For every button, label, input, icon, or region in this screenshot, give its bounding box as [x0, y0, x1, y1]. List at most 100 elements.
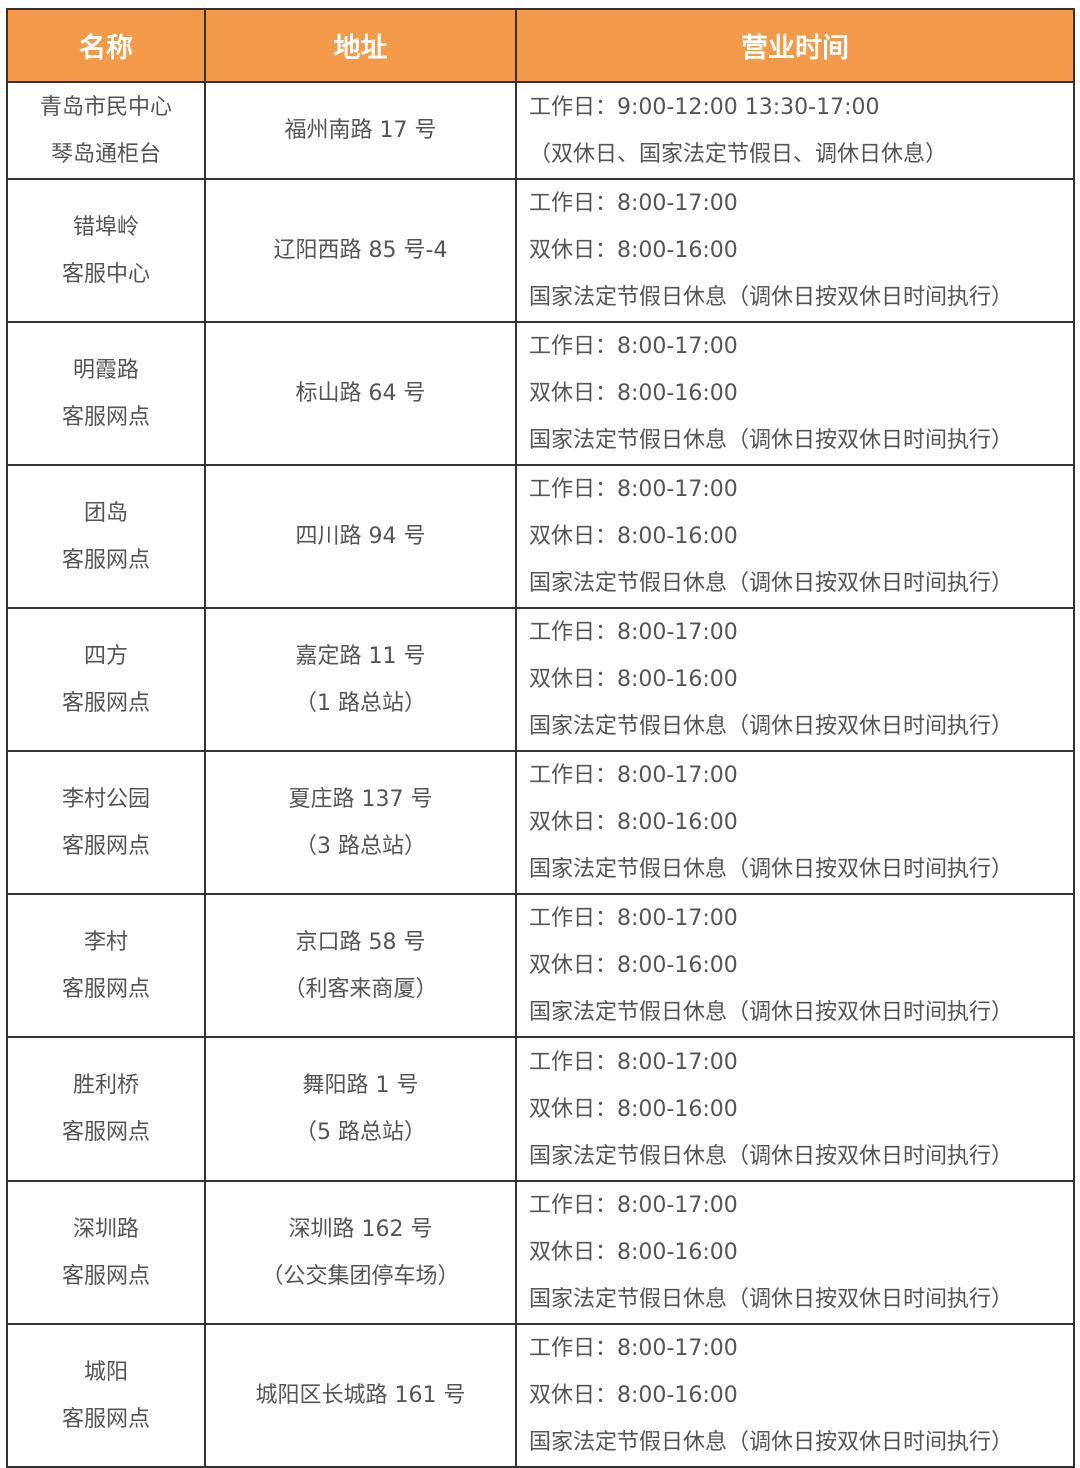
table-row: 李村公园 客服网点 夏庄路 137 号 （3 路总站） 工作日：8:00-17:00 双休…: [6, 750, 1075, 895]
name-line: 客服网点: [61, 690, 150, 716]
cell-hours: 工作日：8:00-17:00 双休日：8:00-16:00 国家法定节假日休息（调休…: [515, 607, 1075, 752]
name-line: 团岛: [83, 500, 128, 526]
cell-address: 嘉定路 11 号 （1 路总站）: [204, 607, 517, 752]
name-line: 四方: [83, 643, 128, 669]
cell-address: 城阳区长城路 161 号: [204, 1323, 517, 1468]
name-line: 客服网点: [61, 1120, 150, 1145]
name-line: 明霞路: [72, 357, 139, 383]
hours-line: 双休日：8:00-16:00: [529, 1383, 738, 1408]
name-line: 客服网点: [61, 547, 150, 573]
table-row: 胜利桥客服网点 舞阳路 1 号 （5 路总站） 工作日：8:00-17:00 双休日：8…: [6, 1036, 1075, 1182]
header-hours: 营业时间: [515, 8, 1075, 83]
address-line: 京口路 58 号: [295, 929, 426, 955]
address-line: 福州南路 17 号: [284, 118, 437, 143]
hours-line: 双休日：8:00-16:00: [529, 1240, 738, 1265]
cell-name: 深圳路 客服网点: [6, 1180, 206, 1325]
hours-line: 工作日：8:00-17:00: [529, 191, 738, 216]
address-line: 四川路 94 号: [295, 524, 426, 549]
hours-line: 国家法定节假日休息（调休日按双休日时间执行）: [529, 1287, 1014, 1312]
address-line: 深圳路 162 号: [288, 1216, 433, 1242]
address-line: 舞阳路 1 号: [302, 1073, 419, 1098]
cell-hours: 工作日：8:00-17:00 双休日：8:00-16:00 国家法定节假日休息（调休…: [515, 1180, 1075, 1325]
hours-line: 双休日：8:00-16:00: [529, 1096, 738, 1122]
name-line: 客服网点: [61, 404, 150, 430]
name-line: 客服网点: [61, 833, 150, 859]
hours-line: 工作日：9:00-12:00 13:30-17:00: [529, 94, 880, 120]
address-line: 标山路 64 号: [295, 381, 426, 406]
hours-line: 工作日：8:00-17:00: [529, 477, 738, 502]
cell-address: 标山路 64 号: [204, 321, 517, 466]
name-line: 客服网点: [61, 976, 150, 1002]
hours-line: 国家法定节假日休息（调休日按双休日时间执行）: [529, 1143, 1014, 1169]
hours-line: （双休日、国家法定节假日、调休日休息）: [529, 141, 948, 167]
table-body: 青岛市民中心 琴岛通柜台 福州南路 17 号 工作日：9:00-12:00 13:30…: [6, 81, 1075, 1468]
cell-hours: 工作日：9:00-12:00 13:30-17:00 （双休日、国家法定节假日、调…: [515, 81, 1075, 180]
hours-line: 工作日：8:00-17:00: [529, 1193, 738, 1218]
cell-name: 青岛市民中心 琴岛通柜台: [6, 81, 206, 180]
hours-line: 国家法定节假日休息（调休日按双休日时间执行）: [529, 857, 1014, 882]
cell-address: 四川路 94 号: [204, 464, 517, 609]
table-row: 团岛客服网点 四川路 94 号 工作日：8:00-17:00 双休日：8:00-16:…: [6, 464, 1075, 609]
cell-address: 深圳路 162 号 （公交集团停车场）: [204, 1180, 517, 1325]
cell-name: 李村公园 客服网点: [6, 750, 206, 895]
name-line: 胜利桥: [72, 1073, 139, 1098]
table-row: 城阳 客服网点 城阳区长城路 161 号 工作日：8:00-17:00 双休日：8:00…: [6, 1323, 1075, 1468]
hours-line: 双休日：8:00-16:00: [529, 524, 738, 549]
hours-line: 双休日：8:00-16:00: [529, 667, 738, 692]
name-line: 错埠岭: [72, 214, 139, 240]
name-line: 深圳路: [72, 1216, 139, 1242]
cell-hours: 工作日：8:00-17:00 双休日：8:00-16:00 国家法定节假日休息（调休…: [515, 893, 1075, 1038]
cell-name: 团岛 客服网点: [6, 464, 206, 609]
cell-hours: 工作日：8:00-17:00 双休日：8:00-16:00 国家法定节假日休息（调休…: [515, 750, 1075, 895]
hours-line: 工作日：8:00-17:00: [529, 906, 738, 931]
name-line: 李村: [83, 929, 128, 955]
hours-line: 双休日：8:00-16:00: [529, 953, 738, 978]
hours-line: 工作日：8:00-17:00: [529, 620, 738, 645]
header-name: 名称: [6, 8, 206, 83]
cell-hours: 工作日：8:00-17:00 双休日：8:00-16:00 国家法定节假日休息（调休…: [515, 178, 1075, 323]
address-line: （1 路总站）: [295, 690, 426, 716]
name-line: 客服中心: [61, 261, 150, 287]
cell-address: 福州南路 17 号: [204, 81, 517, 180]
cell-name: 城阳 客服网点: [6, 1323, 206, 1468]
table-row: 错埠岭客服中心 辽阳西路 85 号-4 工作日：8:00-17:00 双休日：8:00…: [6, 178, 1075, 323]
cell-address: 辽阳西路 85 号-4: [204, 178, 517, 323]
table-row: 明霞路客服网点 标山路 64 号 工作日：8:00-17:00 双休日：8:00-16…: [6, 321, 1075, 466]
cell-name: 四方 客服网点: [6, 607, 206, 752]
hours-line: 国家法定节假日休息（调休日按双休日时间执行）: [529, 571, 1014, 596]
hours-line: 双休日：8:00-16:00: [529, 381, 738, 406]
hours-line: 工作日：8:00-17:00: [529, 334, 738, 359]
cell-hours: 工作日：8:00-17:00 双休日：8:00-16:00 国家法定节假日休息（调休…: [515, 1323, 1075, 1468]
name-line: 李村公园: [61, 786, 150, 812]
hours-line: 国家法定节假日休息（调休日按双休日时间执行）: [529, 714, 1014, 739]
cell-hours: 工作日：8:00-17:00 双休日：8:00-16:00 国家法定节假日休息（调休…: [515, 321, 1075, 466]
table-row: 四方 客服网点 嘉定路 11 号 （1 路总站） 工作日：8:00-17:00 双休日：8…: [6, 607, 1075, 752]
hours-line: 工作日：8:00-17:00: [529, 1336, 738, 1361]
table-row: 李村客服网点 京口路 58 号 （利客来商厦） 工作日：8:00-17:00 双休日：8…: [6, 893, 1075, 1038]
hours-line: 国家法定节假日休息（调休日按双休日时间执行）: [529, 1430, 1014, 1455]
address-line: （利客来商厦）: [283, 976, 438, 1002]
hours-line: 国家法定节假日休息（调休日按双休日时间执行）: [529, 285, 1014, 310]
hours-line: 国家法定节假日休息（调休日按双休日时间执行）: [529, 1000, 1014, 1025]
cell-name: 错埠岭 客服中心: [6, 178, 206, 323]
cell-name: 胜利桥 客服网点: [6, 1036, 206, 1182]
cell-hours: 工作日：8:00-17:00 双休日：8:00-16:00 国家法定节假日休息（调休…: [515, 1036, 1075, 1182]
service-outlets-table: 名称 地址 营业时间 青岛市民中心 琴岛通柜台 福州南路 17 号 工作日：9:00-…: [6, 8, 1075, 1468]
address-line: 辽阳西路 85 号-4: [273, 238, 448, 263]
hours-line: 国家法定节假日休息（调休日按双休日时间执行）: [529, 428, 1014, 453]
cell-hours: 工作日：8:00-17:00 双休日：8:00-16:00 国家法定节假日休息（调休…: [515, 464, 1075, 609]
hours-line: 双休日：8:00-16:00: [529, 238, 738, 263]
name-line: 客服网点: [61, 1263, 150, 1289]
table-row: 青岛市民中心 琴岛通柜台 福州南路 17 号 工作日：9:00-12:00 13:30…: [6, 81, 1075, 180]
address-line: （5 路总站）: [295, 1120, 426, 1145]
hours-line: 双休日：8:00-16:00: [529, 810, 738, 835]
hours-line: 工作日：8:00-17:00: [529, 763, 738, 788]
cell-address: 京口路 58 号 （利客来商厦）: [204, 893, 517, 1038]
cell-name: 李村 客服网点: [6, 893, 206, 1038]
hours-line: 工作日：8:00-17:00: [529, 1049, 738, 1075]
name-line: 城阳: [83, 1359, 128, 1385]
name-line: 客服网点: [61, 1406, 150, 1432]
address-line: （3 路总站）: [295, 833, 426, 859]
name-line: 青岛市民中心: [39, 94, 172, 120]
address-line: （公交集团停车场）: [261, 1263, 460, 1289]
